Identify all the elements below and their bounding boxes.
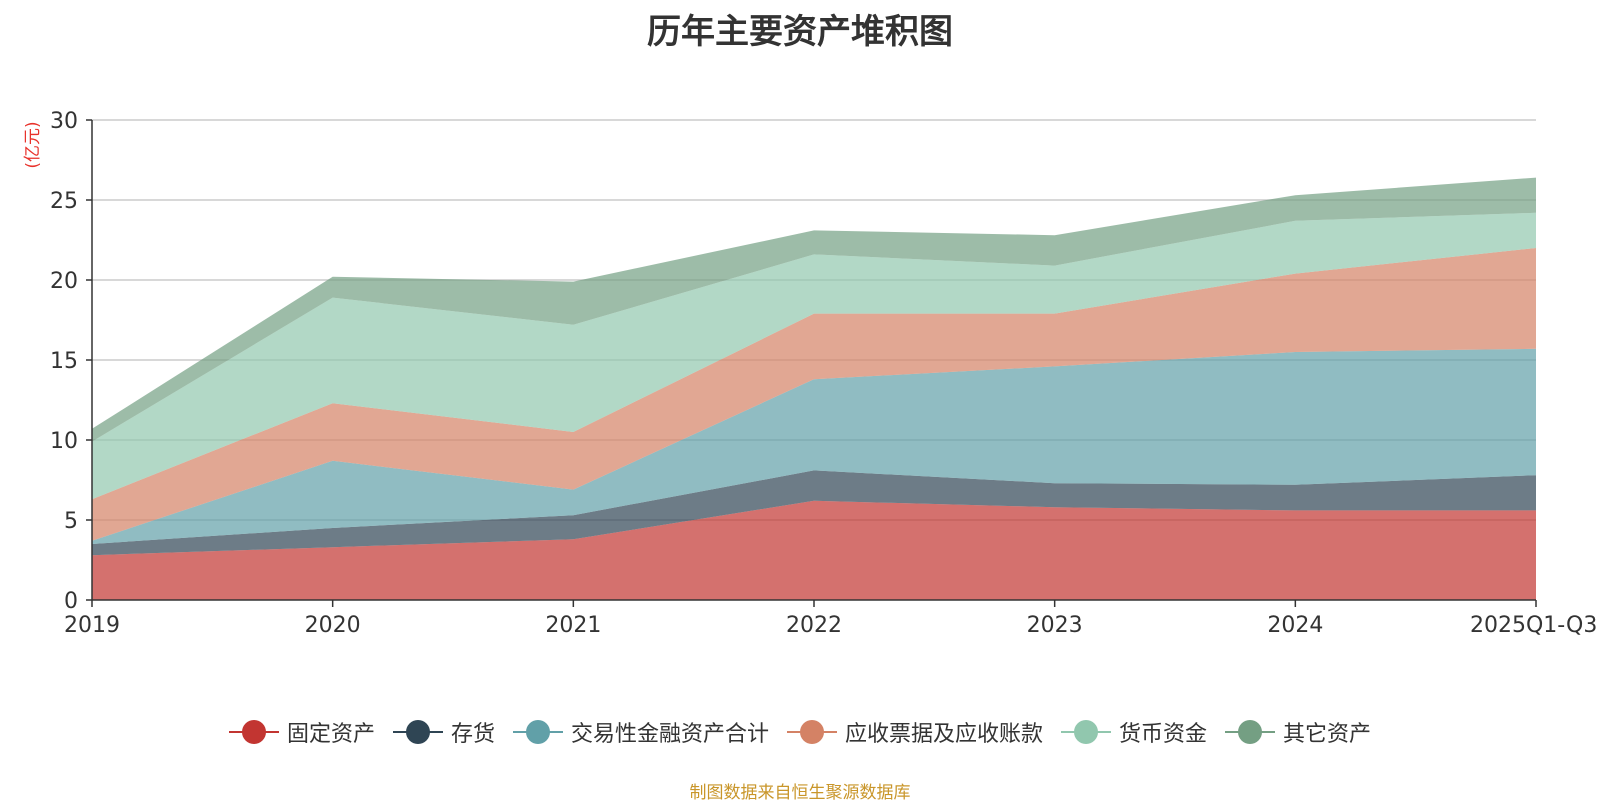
axes: 0 5 10 15 20 25 30 2019 2020 2021 2022 2023 2024 2025… [50,109,1597,638]
y-tick-label: 30 [50,109,78,134]
legend-label: 固定资产 [286,722,375,747]
legend-label: 存货 [450,722,495,747]
area-series-0 [92,500,1536,600]
legend-marker-icon [1225,719,1276,745]
y-tick-label: 15 [50,349,78,374]
legend-marker-icon [392,719,443,745]
legend-label: 应收票据及应收账款 [845,722,1044,747]
x-tick-label: 2022 [786,613,842,638]
legend: 固定资产 存货 交易性金融资产合计 应收票据及应收账款 货币资金 其它资产 [0,716,1600,748]
y-tick-label: 5 [64,509,78,534]
legend-marker-icon [228,719,279,745]
source-note: 制图数据来自恒生聚源数据库 [689,783,911,803]
legend-item-2[interactable]: 交易性金融资产合计 [512,716,769,748]
legend-item-4[interactable]: 货币资金 [1061,716,1207,748]
legend-item-1[interactable]: 存货 [392,716,495,748]
legend-item-0[interactable]: 固定资产 [228,716,375,748]
y-tick-label: 0 [64,589,78,614]
y-axis-unit-label: (亿元) [23,121,43,168]
legend-item-3[interactable]: 应收票据及应收账款 [787,716,1043,748]
x-tick-label: 2025Q1-Q3 [1470,613,1597,638]
area-series-5 [92,177,1536,442]
x-tick-label: 2020 [305,613,361,638]
x-tick-label: 2021 [545,613,601,638]
x-tick-label: 2024 [1267,613,1323,638]
legend-label: 货币资金 [1119,722,1208,747]
area-series [92,177,1536,600]
y-tick-label: 20 [50,269,78,294]
legend-item-5[interactable]: 其它资产 [1225,716,1371,748]
area-series-1 [92,470,1536,556]
legend-marker-icon [512,719,563,745]
y-tick-label: 25 [50,189,78,214]
legend-label: 交易性金融资产合计 [570,722,769,747]
area-series-2 [92,348,1536,544]
chart-title: 历年主要资产堆积图 [647,12,953,52]
legend-label: 其它资产 [1283,722,1372,747]
x-tick-label: 2023 [1027,613,1083,638]
legend-marker-icon [787,719,837,745]
legend-marker-icon [1061,719,1112,745]
area-series-4 [92,212,1536,500]
area-series-3 [92,248,1536,541]
y-tick-label: 10 [50,429,78,454]
x-tick-label: 2019 [64,613,120,638]
